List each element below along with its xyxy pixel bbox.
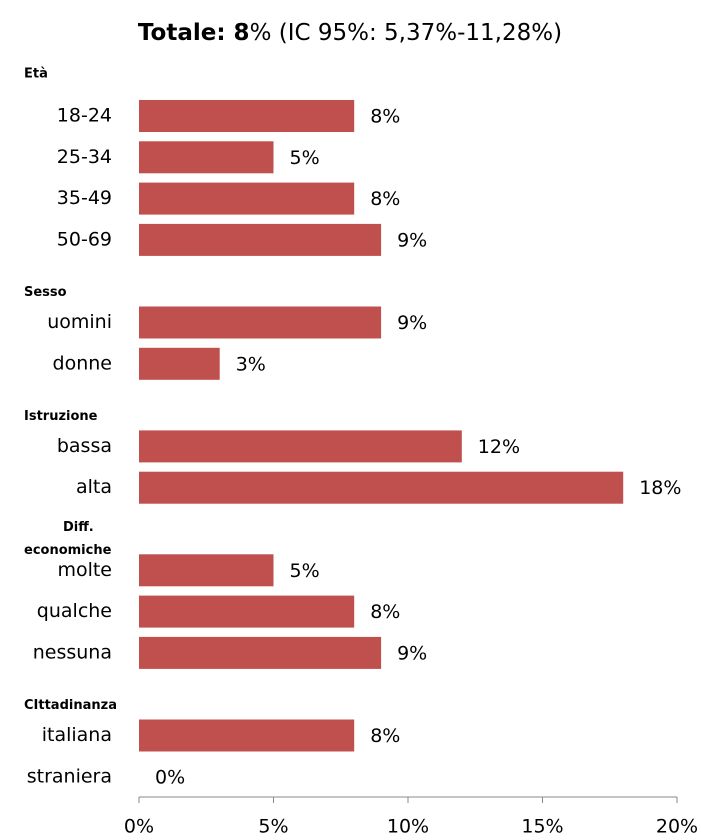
value-label: 8% — [370, 601, 400, 623]
category-label: 18-24 — [57, 105, 112, 127]
category-label: donne — [53, 352, 112, 374]
bar — [139, 347, 220, 380]
group-label: Età — [24, 67, 48, 82]
value-label: 5% — [290, 147, 320, 169]
bar — [139, 595, 355, 628]
bar — [139, 100, 355, 132]
group-label: economiche — [24, 543, 112, 558]
group-label: Diff. — [63, 520, 94, 535]
x-tick-label: 5% — [258, 816, 288, 838]
value-label: 9% — [397, 642, 427, 664]
bar — [139, 471, 624, 504]
value-label: 8% — [370, 725, 400, 747]
bar — [139, 306, 382, 339]
category-label: 25-34 — [57, 146, 112, 168]
title-rest: % (IC 95%: 5,37%-11,28%) — [250, 20, 563, 46]
value-label: 9% — [397, 312, 427, 334]
value-label: 9% — [397, 229, 427, 251]
bar — [139, 182, 355, 215]
category-label: 35-49 — [57, 187, 112, 209]
category-label: bassa — [57, 435, 112, 457]
bar — [139, 719, 355, 752]
x-tick-label: 0% — [124, 816, 154, 838]
bar — [139, 636, 382, 669]
value-label: 12% — [478, 436, 520, 458]
category-label: nessuna — [33, 641, 112, 663]
value-label: 8% — [370, 106, 400, 128]
x-tick-label: 10% — [387, 816, 429, 838]
value-label: 3% — [236, 353, 266, 375]
title-bold: Totale: 8 — [138, 20, 250, 46]
group-label: Sesso — [24, 285, 67, 300]
category-label: 50-69 — [57, 228, 112, 250]
category-label: italiana — [42, 724, 112, 746]
bar — [139, 554, 274, 587]
group-label: CIttadinanza — [24, 698, 117, 713]
value-label: 8% — [370, 188, 400, 210]
chart-title: Totale: 8% (IC 95%: 5,37%-11,28%) — [138, 20, 562, 46]
value-label: 0% — [155, 766, 185, 788]
category-label: alta — [76, 476, 112, 498]
bar — [139, 430, 462, 463]
category-label: molte — [57, 559, 112, 581]
bar — [139, 141, 274, 174]
bar — [139, 223, 382, 256]
category-label: uomini — [47, 311, 112, 333]
category-label: qualche — [37, 600, 112, 622]
category-label: straniera — [27, 765, 112, 787]
x-tick-label: 20% — [656, 816, 698, 838]
value-label: 5% — [290, 560, 320, 582]
group-label: Istruzione — [24, 409, 98, 424]
value-label: 18% — [639, 477, 681, 499]
x-tick-label: 15% — [521, 816, 563, 838]
